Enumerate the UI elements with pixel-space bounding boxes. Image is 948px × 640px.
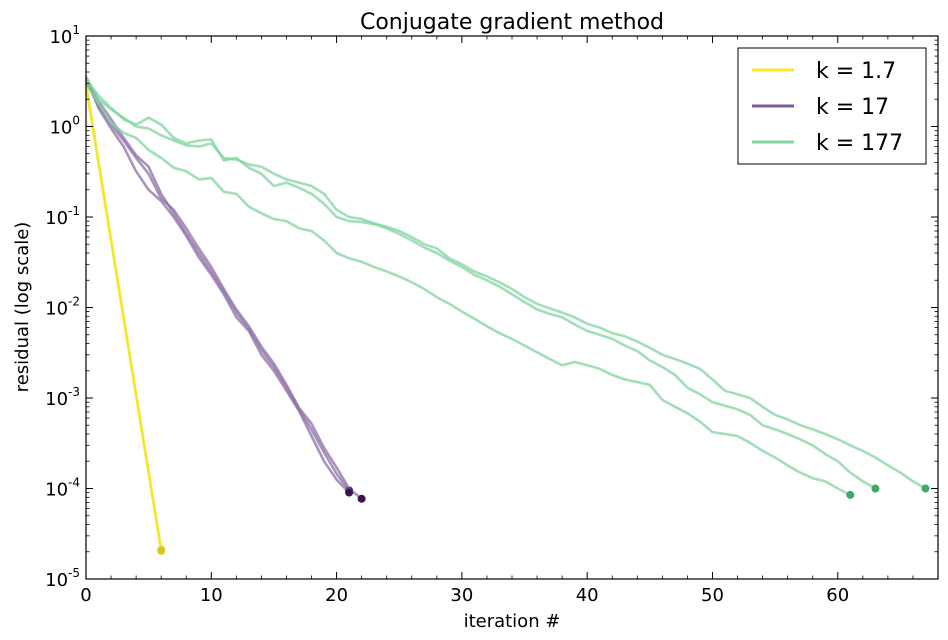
x-tick-label: 30 bbox=[450, 585, 473, 606]
chart-title: Conjugate gradient method bbox=[360, 10, 664, 35]
legend-label-1: k = 1.7 bbox=[816, 59, 896, 84]
legend-label-3: k = 177 bbox=[816, 131, 903, 156]
series-line-7 bbox=[84, 78, 877, 490]
y-tick-label: 10-4 bbox=[45, 476, 80, 501]
series-line-4 bbox=[84, 80, 363, 500]
series-line-2 bbox=[84, 83, 163, 552]
series-end-marker-4 bbox=[357, 494, 366, 503]
x-axis-label: iteration # bbox=[464, 611, 561, 632]
y-axis-label: residual (log scale) bbox=[12, 222, 33, 393]
ticks-layer: 0 10 20 30 40 50 60 101 100 10-1 10-2 10-3 10-4 10-5 bbox=[45, 23, 939, 606]
y-tick-label: 10-1 bbox=[45, 204, 80, 229]
series-end-marker-8 bbox=[846, 490, 855, 499]
series-end-marker-7 bbox=[871, 484, 880, 493]
series-line-3 bbox=[84, 77, 351, 492]
series-end-marker-2 bbox=[157, 546, 166, 555]
series-layer bbox=[84, 75, 930, 555]
x-tick-label: 60 bbox=[826, 585, 849, 606]
y-tick-label: 101 bbox=[49, 23, 80, 48]
series-line-8 bbox=[84, 82, 851, 497]
y-tick-label: 10-2 bbox=[45, 295, 80, 320]
series-line-5 bbox=[84, 76, 351, 494]
x-tick-label: 50 bbox=[701, 585, 724, 606]
y-tick-label: 100 bbox=[49, 114, 80, 139]
x-tick-label: 20 bbox=[325, 585, 348, 606]
x-tick-label: 40 bbox=[576, 585, 599, 606]
x-tick-label: 10 bbox=[200, 585, 223, 606]
legend: k = 1.7 k = 17 k = 177 bbox=[737, 47, 927, 165]
y-tick-label: 10-3 bbox=[45, 385, 80, 410]
series-end-marker-5 bbox=[345, 488, 354, 497]
series-line-6 bbox=[84, 75, 927, 490]
legend-label-2: k = 17 bbox=[816, 95, 889, 120]
x-tick-label: 0 bbox=[80, 585, 91, 606]
y-tick-label: 10-5 bbox=[45, 566, 80, 591]
series-end-marker-6 bbox=[921, 484, 930, 493]
